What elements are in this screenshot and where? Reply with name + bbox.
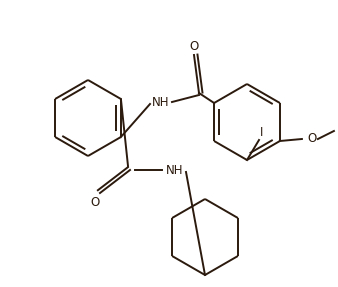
Text: NH: NH: [152, 96, 170, 110]
Text: O: O: [307, 133, 316, 146]
Text: I: I: [260, 125, 264, 139]
Text: O: O: [90, 197, 100, 210]
Text: O: O: [189, 40, 199, 53]
Text: NH: NH: [166, 164, 184, 177]
